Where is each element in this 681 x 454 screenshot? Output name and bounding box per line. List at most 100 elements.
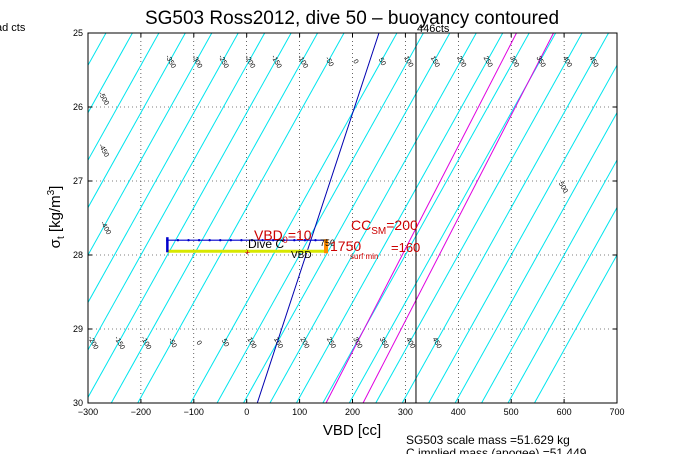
svg-text:σt [kg/m3]: σt [kg/m3] <box>46 186 67 249</box>
contour-label-bottom: 100 <box>245 336 257 350</box>
buoyancy-contour-line <box>0 33 80 403</box>
dive-track-point <box>166 239 169 242</box>
contour-label-bottom: -50 <box>167 337 178 349</box>
x-tick-label: 0 <box>244 407 249 417</box>
contour-label-top: 50 <box>377 57 387 67</box>
contour-labels: -350 -300 -250 -200 -150 -100 -50 0 50 100 150 200 2… <box>86 54 599 351</box>
annotations: ad cts 446cts VBD0=10 Dive C 750 1750 VB… <box>0 22 587 454</box>
dive-track-point <box>219 239 222 242</box>
buoyancy-contour-line <box>88 33 186 209</box>
x-tick-label: 600 <box>557 407 572 417</box>
dive-track-point <box>208 239 211 242</box>
x-tick-labels: −300 −200 −100 0 100 200 300 400 500 600 700 <box>78 407 625 417</box>
dive-track-point <box>229 239 233 242</box>
contour-label-bottom: 0 <box>194 340 202 347</box>
scale-mass-label: SG503 scale mass =51.629 kg <box>406 433 570 447</box>
buoyancy-contour-line <box>110 33 319 403</box>
vbd-small-label: VBD <box>291 250 312 261</box>
y-label-sub: t <box>56 236 67 239</box>
buoyancy-contour-line <box>216 33 424 403</box>
cc-sm-annotation: CCSM=200 <box>351 217 418 237</box>
y-label-close: ] <box>47 186 64 190</box>
buoyancy-contour-line <box>269 33 477 403</box>
dive-track-point <box>176 239 180 242</box>
buoyancy-contour-line <box>88 33 292 399</box>
y-axis-label: σt [kg/m3] <box>46 186 67 249</box>
dive-track-point <box>197 239 201 242</box>
y-label-sigma: σ <box>47 238 64 248</box>
zero-buoyancy-line <box>256 33 380 403</box>
buoyancy-contour-line <box>88 33 213 257</box>
x-tick-label: −100 <box>184 407 204 417</box>
data-series: + <box>166 237 329 257</box>
y-label-sup: 3 <box>46 189 57 195</box>
contour-label-bottom: 300 <box>351 336 363 350</box>
buoyancy-contour-line <box>243 33 451 403</box>
track-end-marker <box>324 239 329 254</box>
contour-label-bottom: 200 <box>298 336 310 350</box>
ad-cts-label: ad cts <box>0 22 26 34</box>
contour-label-top: 100 <box>402 55 414 69</box>
magenta-line <box>325 33 517 403</box>
magenta-line <box>362 33 554 403</box>
x-tick-label: 300 <box>398 407 413 417</box>
buoyancy-contours <box>0 33 617 403</box>
y-tick-label: 30 <box>73 398 83 408</box>
x-axis-label: VBD [cc] <box>323 422 381 439</box>
contour-label-top: -50 <box>323 56 334 68</box>
contour-label-bottom: 350 <box>378 336 390 350</box>
buoyancy-contour-line <box>295 33 504 403</box>
dive-track-point <box>282 239 285 242</box>
contour-label-right: 500 <box>557 181 569 195</box>
buoyancy-contour-line <box>401 33 609 403</box>
surf-min-label: surf min <box>350 252 378 261</box>
dive-track-point <box>271 239 275 242</box>
x-tick-label: −300 <box>78 407 98 417</box>
contour-label-bottom: 450 <box>431 336 443 350</box>
contour-label-left: -500 <box>97 91 110 107</box>
dive-track-point <box>250 239 254 242</box>
buoyancy-contour-line <box>88 33 160 162</box>
chart-title: SG503 Ross2012, dive 50 – buoyancy conto… <box>145 8 559 29</box>
contour-label-top: 300 <box>508 55 520 69</box>
dive-c-value: 750 <box>320 238 335 248</box>
contour-label-bottom: 250 <box>325 336 337 350</box>
contour-label-left: -450 <box>97 143 110 159</box>
buoyancy-contour-line <box>0 33 53 403</box>
plot-frame <box>87 32 618 404</box>
x-tick-label: 400 <box>451 407 466 417</box>
y-tick-label: 25 <box>73 28 83 38</box>
dive-track-point <box>314 239 317 242</box>
y-tick-label: 29 <box>73 324 83 334</box>
x-tick-label: 500 <box>504 407 519 417</box>
contour-label-left: -400 <box>99 220 112 236</box>
y-tick-label: 27 <box>73 176 83 186</box>
buoyancy-contour-line <box>0 33 27 403</box>
implied-mass-label: C implied mass (apogee) =51.449 <box>406 446 587 454</box>
surf-value: =160 <box>391 240 420 255</box>
dive-track-point <box>293 239 296 242</box>
buoyancy-contour-line <box>428 64 617 403</box>
contour-label-top: 350 <box>535 55 547 69</box>
buoyancy-contour-line <box>190 33 398 403</box>
contour-label-top: 250 <box>482 55 494 69</box>
buoyancy-contour-line <box>88 33 266 351</box>
buoyancy-contour-line <box>88 33 239 304</box>
x-tick-label: 200 <box>345 407 360 417</box>
contour-label-top: 400 <box>561 55 573 69</box>
dive-c-annotation: Dive C <box>248 237 284 251</box>
y-label-units: [kg/m <box>47 195 64 236</box>
buoyancy-contour-line <box>137 33 345 403</box>
buoyancy-contour-line <box>88 33 133 114</box>
contour-label-bottom: 50 <box>220 338 230 348</box>
buoyancy-contour-line <box>375 33 583 403</box>
buoyancy-contour-line <box>481 159 617 403</box>
contour-label-top: 0 <box>351 58 359 65</box>
contour-label-bottom: 150 <box>272 336 284 350</box>
track-plus-marker: + <box>245 247 250 257</box>
dive-track-point <box>261 239 264 242</box>
x-tick-label: 700 <box>609 407 624 417</box>
contour-label-top: 450 <box>587 55 599 69</box>
cts-446-label: 446cts <box>417 23 450 35</box>
